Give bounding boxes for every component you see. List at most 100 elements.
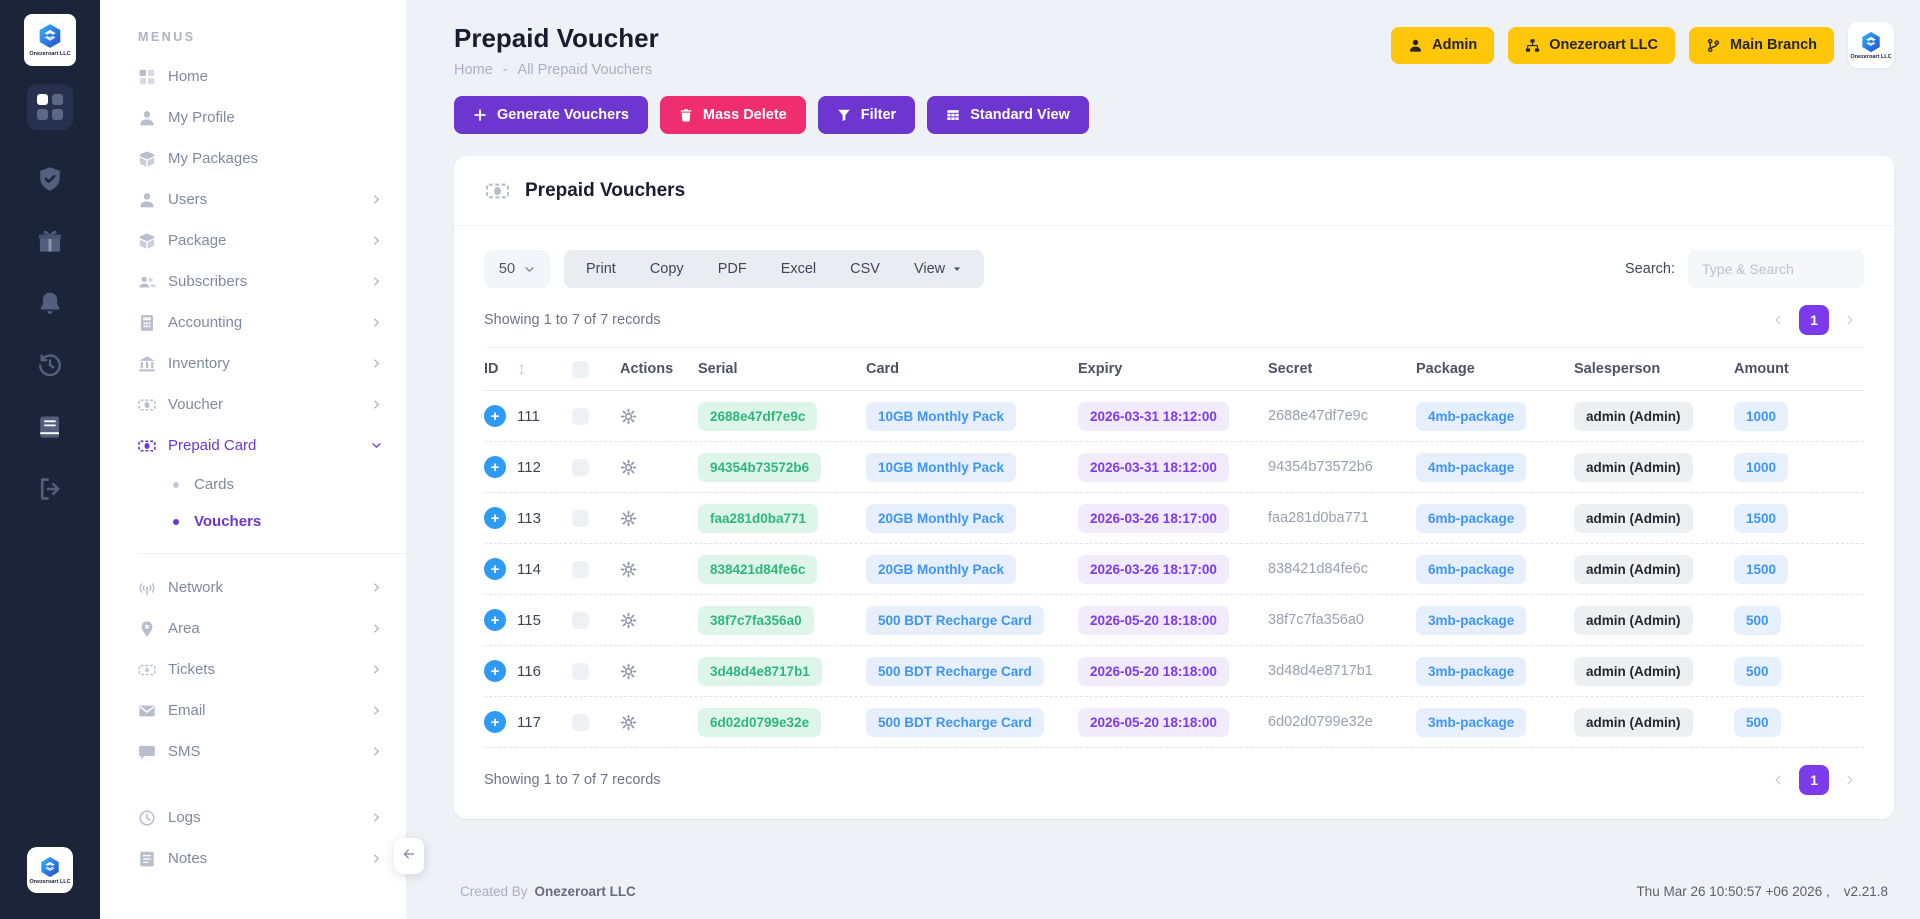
shield-check-icon[interactable] [37, 166, 63, 192]
sidebar-item-email[interactable]: Email [100, 690, 406, 731]
brand-logo-corner[interactable]: Onezeroart LLC [1848, 22, 1894, 68]
sidebar-item-network[interactable]: Network [100, 567, 406, 608]
view-dropdown-button[interactable]: View [897, 250, 979, 288]
row-checkbox[interactable] [572, 713, 589, 731]
column-header-id[interactable]: ID [484, 361, 572, 377]
main-branch-button[interactable]: Main Branch [1688, 26, 1834, 64]
sort-icon[interactable] [515, 363, 528, 376]
dashboard-icon[interactable] [27, 84, 73, 130]
filter-button[interactable]: Filter [817, 96, 916, 134]
expand-row-button[interactable]: + [484, 660, 506, 682]
page-size-select[interactable]: 50 [484, 250, 550, 288]
column-header-card[interactable]: Card [866, 361, 900, 377]
row-checkbox[interactable] [572, 407, 589, 425]
admin-button[interactable]: Admin [1391, 26, 1495, 64]
row-checkbox[interactable] [572, 662, 589, 680]
pagination-current-page[interactable]: 1 [1799, 765, 1829, 795]
row-actions-gear-icon[interactable] [620, 510, 637, 527]
brand-logo[interactable]: Onezeroart LLC [24, 14, 76, 66]
row-actions-gear-icon[interactable] [620, 714, 637, 731]
onezeroart-llc-button[interactable]: Onezeroart LLC [1508, 26, 1675, 64]
cell-secret: faa281d0ba771 [1268, 509, 1416, 527]
table-row: +113 faa281d0ba771 20GB Monthly Pack 2026-0… [484, 493, 1864, 544]
sidebar-item-label: Notes [168, 850, 208, 867]
column-header-secret[interactable]: Secret [1268, 361, 1313, 377]
pagination-top: 1 [1772, 305, 1864, 335]
export-excel-button[interactable]: Excel [764, 250, 833, 288]
package-badge: 4mb-package [1416, 452, 1527, 482]
sidebar-collapse-button[interactable] [394, 838, 424, 874]
column-header-package[interactable]: Package [1416, 361, 1475, 377]
column-header-actions[interactable]: Actions [620, 361, 674, 377]
column-header-salesperson[interactable]: Salesperson [1574, 361, 1661, 377]
mass-delete-button[interactable]: Mass Delete [659, 96, 806, 134]
sidebar-subitem-vouchers[interactable]: Vouchers [100, 503, 406, 540]
sidebar-item-notes[interactable]: Notes [100, 838, 406, 879]
expand-row-button[interactable]: + [484, 558, 506, 580]
expand-row-button[interactable]: + [484, 456, 506, 478]
export-pdf-button[interactable]: PDF [701, 250, 764, 288]
gift-icon[interactable] [37, 228, 63, 254]
column-header-serial[interactable]: Serial [698, 361, 738, 377]
logout-icon[interactable] [37, 476, 63, 502]
generate-vouchers-button[interactable]: Generate Vouchers [454, 96, 648, 134]
expand-row-button[interactable]: + [484, 609, 506, 631]
history-icon[interactable] [37, 352, 63, 378]
brand-logo-bottom[interactable]: Onezeroart LLC [27, 847, 73, 893]
sidebar-item-label: Network [168, 579, 224, 596]
expand-row-button[interactable]: + [484, 405, 506, 427]
sidebar-item-subscribers[interactable]: Subscribers [100, 261, 406, 302]
row-actions-gear-icon[interactable] [620, 561, 637, 578]
sidebar-item-area[interactable]: Area [100, 608, 406, 649]
pagination-current-page[interactable]: 1 [1799, 305, 1829, 335]
export-print-button[interactable]: Print [569, 250, 633, 288]
sidebar-item-prepaid-card[interactable]: Prepaid Card [100, 425, 406, 466]
sidebar-item-label: Voucher [168, 396, 224, 413]
footer-version-number: v2.21.8 [1843, 884, 1888, 899]
sidebar-item-label: My Profile [168, 109, 235, 126]
search-input[interactable] [1688, 250, 1864, 288]
sidebar-item-my-profile[interactable]: My Profile [100, 97, 406, 138]
sidebar-item-my-packages[interactable]: My Packages [100, 138, 406, 179]
pagination-next-icon[interactable] [1844, 314, 1856, 326]
button-label: Generate Vouchers [497, 107, 629, 123]
row-actions-gear-icon[interactable] [620, 459, 637, 476]
sidebar-item-voucher[interactable]: Voucher [100, 384, 406, 425]
expand-row-button[interactable]: + [484, 507, 506, 529]
sidebar-item-users[interactable]: Users [100, 179, 406, 220]
row-actions-gear-icon[interactable] [620, 663, 637, 680]
sidebar-item-inventory[interactable]: Inventory [100, 343, 406, 384]
cell-secret: 6d02d0799e32e [1268, 713, 1416, 731]
export-csv-button[interactable]: CSV [833, 250, 897, 288]
export-copy-button[interactable]: Copy [633, 250, 701, 288]
row-checkbox[interactable] [572, 509, 589, 527]
row-actions-gear-icon[interactable] [620, 612, 637, 629]
sidebar-item-accounting[interactable]: Accounting [100, 302, 406, 343]
row-checkbox[interactable] [572, 458, 589, 476]
bell-icon[interactable] [37, 290, 63, 316]
sidebar-item-logs[interactable]: Logs [100, 797, 406, 838]
column-header-amount[interactable]: Amount [1734, 361, 1789, 377]
breadcrumb-home[interactable]: Home [454, 62, 493, 78]
expand-row-button[interactable]: + [484, 711, 506, 733]
pagination-next-icon[interactable] [1844, 774, 1856, 786]
row-id: 117 [517, 713, 541, 731]
select-all-checkbox[interactable] [572, 360, 589, 378]
row-checkbox[interactable] [572, 560, 589, 578]
sidebar-item-tickets[interactable]: Tickets [100, 649, 406, 690]
sidebar-item-sms[interactable]: SMS [100, 731, 406, 772]
pagination-prev-icon[interactable] [1772, 314, 1784, 326]
pagination-prev-icon[interactable] [1772, 774, 1784, 786]
book-icon[interactable] [37, 414, 63, 440]
sidebar-subitem-cards[interactable]: Cards [100, 466, 406, 503]
created-by-company[interactable]: Onezeroart LLC [534, 884, 636, 899]
brand-logo-text: Onezeroart LLC [1850, 53, 1892, 60]
cell-id: +113 [484, 507, 572, 529]
sidebar-item-home[interactable]: Home [100, 56, 406, 97]
column-header-expiry[interactable]: Expiry [1078, 361, 1123, 377]
sidebar-item-package[interactable]: Package [100, 220, 406, 261]
row-checkbox[interactable] [572, 611, 589, 629]
button-label: Standard View [970, 107, 1070, 123]
row-actions-gear-icon[interactable] [620, 408, 637, 425]
standard-view-button[interactable]: Standard View [927, 96, 1089, 134]
